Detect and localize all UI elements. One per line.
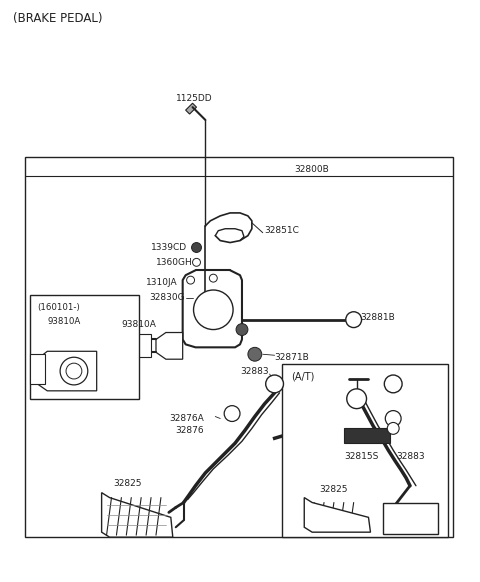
Text: 93810A: 93810A [121, 320, 156, 329]
Circle shape [209, 274, 217, 282]
Polygon shape [304, 498, 371, 532]
Text: 32881B: 32881B [360, 313, 396, 322]
Polygon shape [186, 103, 196, 114]
Circle shape [187, 276, 194, 284]
Bar [384, 502, 438, 534]
Circle shape [192, 243, 202, 253]
Bar [136, 335, 151, 357]
Circle shape [60, 357, 88, 385]
Polygon shape [37, 352, 96, 391]
Bar [30, 295, 139, 399]
Circle shape [346, 312, 361, 328]
Circle shape [266, 375, 284, 393]
Text: (BRAKE PEDAL): (BRAKE PEDAL) [12, 12, 102, 24]
Text: 1310JA: 1310JA [146, 278, 178, 286]
Circle shape [384, 375, 402, 393]
Text: 32871B: 32871B [275, 353, 309, 362]
Bar [30, 354, 45, 384]
Text: 32851C: 32851C [264, 226, 300, 235]
Circle shape [192, 258, 201, 267]
Text: (A/T): (A/T) [291, 372, 315, 382]
Circle shape [66, 363, 82, 379]
Text: (160101-): (160101-) [37, 303, 80, 313]
Text: 1339CD: 1339CD [151, 243, 187, 252]
Text: 32815S: 32815S [344, 452, 378, 460]
Polygon shape [102, 492, 173, 537]
Text: 32883: 32883 [396, 452, 425, 460]
Bar [24, 157, 453, 537]
Circle shape [193, 290, 233, 329]
Bar [281, 364, 447, 537]
Text: 32825: 32825 [113, 479, 142, 488]
Polygon shape [156, 332, 183, 359]
Circle shape [224, 406, 240, 421]
Text: 32825: 32825 [319, 485, 348, 494]
Circle shape [248, 347, 262, 361]
Text: 1125DD: 1125DD [176, 94, 212, 103]
Text: 1360GH: 1360GH [156, 258, 193, 267]
Text: 93810A: 93810A [47, 317, 81, 326]
Text: 32876: 32876 [176, 426, 204, 435]
Circle shape [236, 324, 248, 335]
Text: 32883: 32883 [240, 367, 269, 375]
Text: 32876A: 32876A [169, 414, 204, 423]
Circle shape [385, 410, 401, 427]
Circle shape [347, 389, 367, 409]
Text: 32830G: 32830G [149, 293, 185, 303]
Polygon shape [344, 428, 390, 443]
Text: 32800B: 32800B [294, 165, 329, 174]
Circle shape [387, 423, 399, 434]
